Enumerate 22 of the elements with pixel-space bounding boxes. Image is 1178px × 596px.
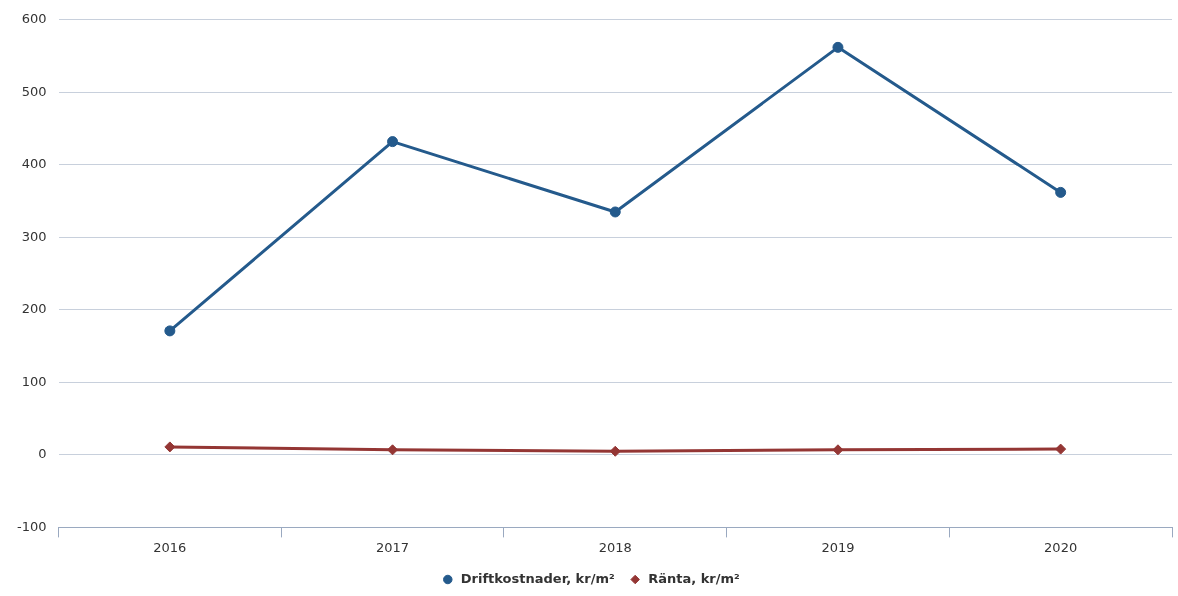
point (832, 41, 844, 53)
point (832, 444, 844, 456)
legend-label: Driftkostnader, kr/m² (460, 570, 615, 586)
y-tick-label: 300 (21, 228, 47, 244)
point (1055, 186, 1067, 198)
y-tick-label: 600 (21, 11, 47, 27)
point (1055, 443, 1067, 455)
x-tick-label: 2019 (821, 539, 855, 555)
y-tick-label: 0 (38, 446, 47, 462)
x-tick-label: 2017 (376, 539, 410, 555)
x-tick-label: 2018 (598, 539, 632, 555)
legend-label: Ränta, kr/m² (648, 570, 740, 586)
y-tick-label: 400 (21, 156, 47, 172)
point (387, 136, 399, 148)
x-tick-label: 2020 (1044, 539, 1078, 555)
point (164, 325, 176, 337)
y-tick-label: 200 (21, 301, 47, 317)
y-tick-label: 100 (21, 373, 47, 389)
y-tick-label: 500 (21, 83, 47, 99)
point (609, 206, 621, 218)
y-tick-label: -100 (16, 518, 47, 534)
x-tick-label: 2016 (153, 539, 187, 555)
